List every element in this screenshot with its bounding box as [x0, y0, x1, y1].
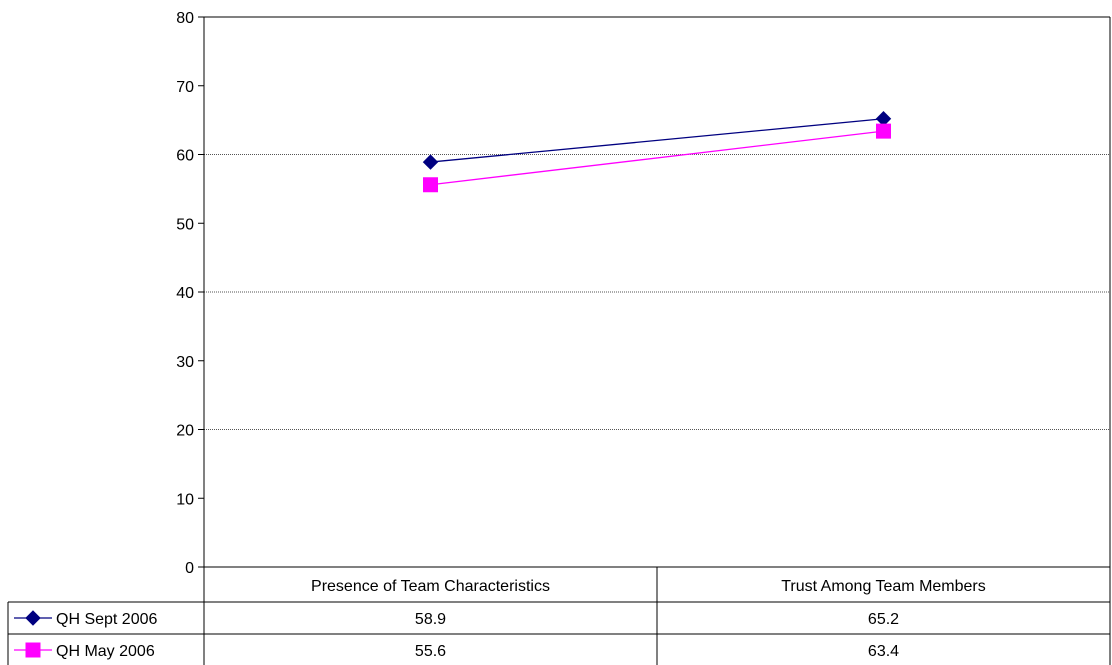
- y-tick-label: 50: [176, 216, 194, 233]
- y-tick-label: 10: [176, 491, 194, 508]
- gridlines: [204, 154, 1110, 430]
- legend-label: QH May 2006: [56, 643, 155, 660]
- square-marker: [423, 177, 438, 193]
- series-line-2: [430, 130, 884, 186]
- square-marker: [25, 642, 41, 658]
- table-cell-value: 63.4: [868, 643, 899, 660]
- legend-label: QH Sept 2006: [56, 611, 158, 628]
- table-cell-value: 55.6: [415, 643, 446, 660]
- table-cell-value: 58.9: [415, 611, 446, 628]
- square-marker: [876, 123, 891, 139]
- axes: 0 10 20 30 40 50 60 70 80: [176, 10, 1111, 577]
- y-tick-label: 80: [176, 10, 194, 27]
- y-tick-label: 60: [176, 148, 194, 165]
- x-category-label: Presence of Team Characteristics: [311, 578, 550, 595]
- diamond-marker: [422, 154, 439, 170]
- y-tick-label: 70: [176, 79, 194, 96]
- data-table: Presence of Team Characteristics Trust Am…: [7, 567, 1111, 665]
- x-category-label: Trust Among Team Members: [781, 578, 986, 595]
- diamond-marker: [25, 610, 41, 626]
- y-tick-label: 20: [176, 423, 194, 440]
- y-tick-label: 40: [176, 285, 194, 302]
- table-cell-value: 65.2: [868, 611, 899, 628]
- series: [422, 111, 892, 193]
- y-tick-label: 0: [185, 560, 194, 577]
- y-tick-label: 30: [176, 354, 194, 371]
- series-line-1: [430, 118, 884, 163]
